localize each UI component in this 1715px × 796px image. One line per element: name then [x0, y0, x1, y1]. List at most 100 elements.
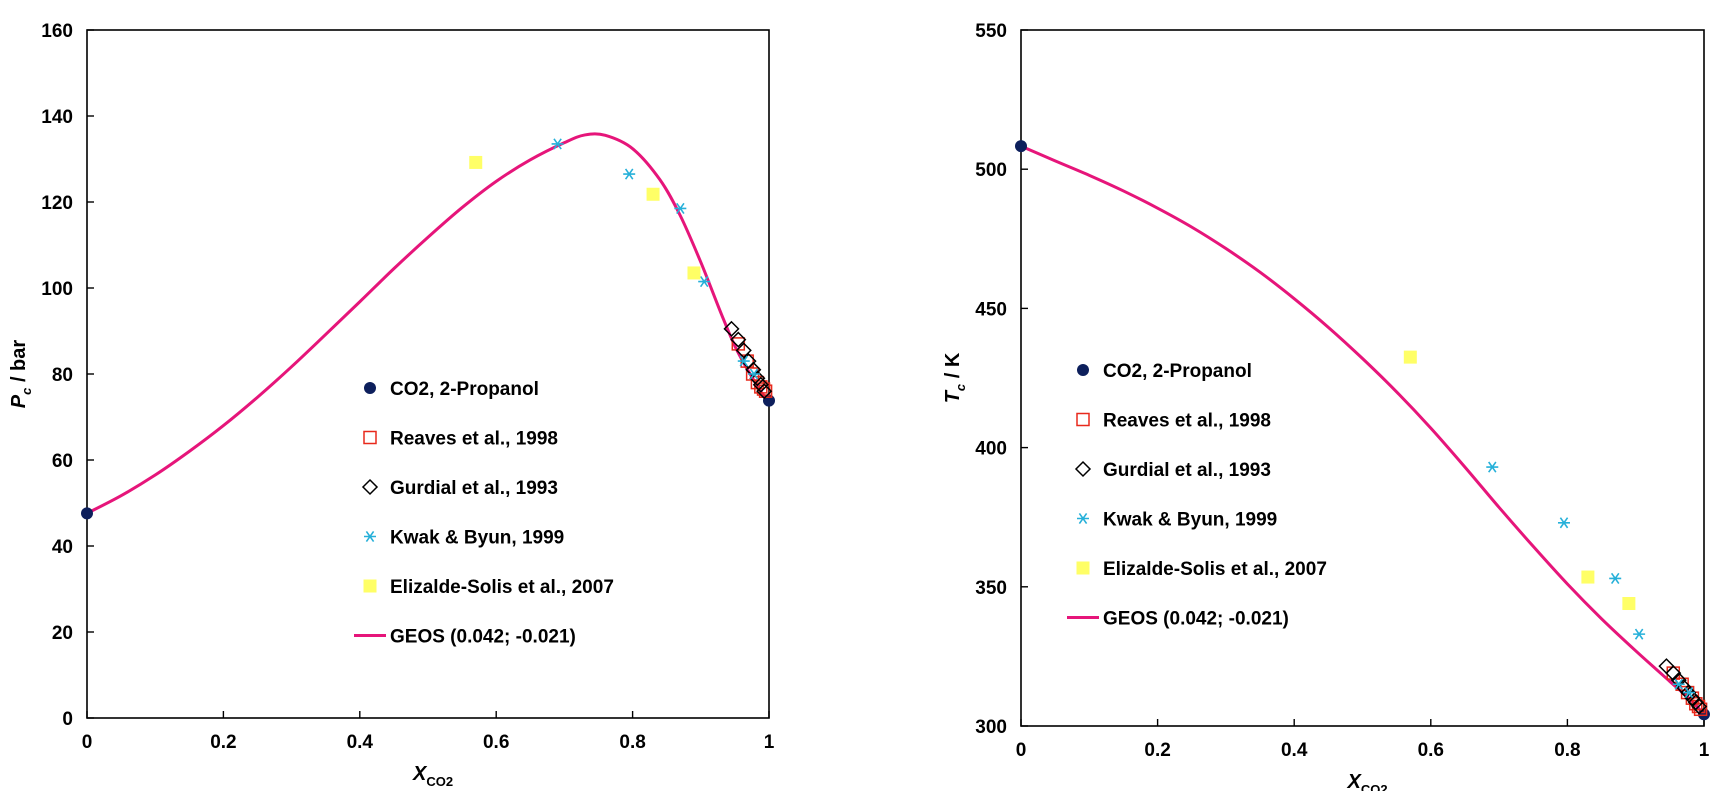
x-tick-label: 0.8 [1554, 740, 1580, 761]
data-point-open-diamond [723, 320, 740, 337]
legend-marker-filled-circle [364, 382, 376, 394]
x-tick-label: 0 [1016, 740, 1027, 761]
y-axis-label: Pc / bar [8, 340, 34, 409]
legend-marker-open-diamond [361, 478, 379, 496]
legend-marker-filled-circle [1077, 364, 1089, 376]
series-filled-square [469, 155, 701, 280]
x-tick-label: 0.6 [483, 732, 509, 753]
data-point-open-diamond [745, 361, 762, 378]
legend-label: Reaves et al., 1998 [390, 429, 558, 450]
data-point-open-diamond [756, 383, 773, 400]
y-axis-label-unit: / K [942, 352, 964, 384]
y-tick-label: 80 [52, 365, 73, 386]
x-axis-label-subscript: CO2 [1361, 782, 1388, 791]
series-open-diamond [1658, 658, 1708, 715]
legend-label: GEOS (0.042; -0.021) [390, 627, 576, 648]
data-point-filled-square [687, 266, 701, 280]
y-axis-label-subscript: c [953, 383, 968, 391]
y-axis-label-main: T [942, 389, 964, 403]
x-tick-label: 0.4 [1281, 740, 1308, 761]
data-point-asterisk [698, 275, 711, 288]
y-tick-label: 100 [41, 279, 73, 300]
data-point-filled-square [1581, 570, 1595, 584]
series-filled-square [1403, 350, 1636, 611]
data-point-open-square [1666, 666, 1681, 680]
y-tick-label: 120 [41, 193, 73, 214]
legend: CO2, 2-Propanol Reaves et al., 1998 Gurdia… [1067, 361, 1327, 630]
y-tick-label: 350 [975, 578, 1007, 599]
y-axis-label: Tc / K [942, 352, 968, 403]
legend-marker-open-square [1076, 412, 1090, 427]
data-point-open-diamond [1691, 698, 1708, 715]
data-point-filled-square [646, 187, 660, 201]
data-point-open-diamond [1665, 665, 1682, 682]
series-asterisk [551, 138, 760, 380]
plot-frame [1020, 29, 1705, 727]
data-point-asterisk [1633, 628, 1646, 640]
legend-marker-asterisk [1077, 512, 1089, 525]
series-line-geos [86, 132, 771, 515]
data-point-open-diamond [1680, 684, 1697, 701]
y-axis-label-main: P [8, 394, 30, 408]
y-tick-label: 450 [975, 299, 1007, 320]
legend-label: Reaves et al., 1998 [1103, 411, 1271, 432]
data-point-asterisk [1672, 678, 1685, 690]
legend-marker-filled-square [1076, 561, 1090, 575]
legend-label: Kwak & Byun, 1999 [390, 528, 564, 549]
x-axis-label-subscript: CO2 [426, 774, 453, 789]
legend-label: Kwak & Byun, 1999 [1103, 510, 1277, 531]
legend: CO2, 2-Propanol Reaves et al., 1998 Gurdia… [354, 379, 614, 648]
x-tick-label: 0.2 [210, 732, 236, 753]
x-axis-label: XCO2 [412, 763, 453, 789]
data-point-filled-circle [81, 507, 93, 520]
y-tick-label: 20 [52, 623, 73, 644]
y-tick-label: 550 [975, 21, 1007, 42]
plot-frame [86, 29, 770, 719]
data-point-asterisk [1557, 517, 1570, 529]
y-tick-label: 300 [975, 717, 1007, 738]
legend-label: GEOS (0.042; -0.021) [1103, 609, 1289, 630]
series-open-diamond [723, 320, 773, 400]
y-axis-label-subscript: c [19, 387, 34, 395]
x-tick-label: 1 [764, 732, 775, 753]
x-tick-label: 1 [1699, 740, 1710, 761]
x-tick-label: 0.2 [1144, 740, 1170, 761]
x-tick-label: 0.8 [619, 732, 645, 753]
data-point-asterisk [551, 138, 564, 150]
data-point-open-diamond [730, 331, 747, 348]
y-tick-label: 500 [975, 160, 1007, 181]
x-tick-label: 0 [82, 732, 93, 753]
series-filled-circle [81, 394, 775, 520]
legend-label: Gurdial et al., 1993 [1103, 460, 1271, 481]
x-axis-label-main: X [412, 763, 428, 785]
data-point-asterisk [737, 355, 750, 367]
series-asterisk [1486, 461, 1695, 699]
y-tick-label: 60 [52, 451, 73, 472]
data-point-open-diamond [752, 376, 769, 393]
legend-label: Elizalde-Solis et al., 2007 [1103, 559, 1327, 580]
x-axis-label: XCO2 [1347, 771, 1388, 791]
data-point-open-diamond [1658, 658, 1675, 675]
legend-label: Gurdial et al., 1993 [390, 478, 558, 499]
series-line-geos [1020, 144, 1706, 716]
y-tick-label: 0 [62, 709, 73, 730]
y-tick-label: 400 [975, 439, 1007, 460]
x-tick-label: 0.6 [1418, 740, 1444, 761]
data-point-asterisk [623, 168, 636, 180]
chart-1: 0 0.2 0.4 0.6 0.8 1 0 20 40 60 80 100 120 140 160 XCO2 P… [8, 21, 775, 789]
data-point-open-diamond [735, 342, 752, 359]
data-point-asterisk [1609, 572, 1622, 585]
legend-marker-open-diamond [1074, 460, 1092, 478]
data-point-filled-square [1403, 350, 1417, 364]
legend-label: Elizalde-Solis et al., 2007 [390, 577, 614, 598]
legend-marker-filled-square [363, 579, 377, 593]
y-tick-label: 40 [52, 537, 73, 558]
y-axis-label-unit: / bar [8, 340, 30, 388]
data-point-open-diamond [1670, 672, 1687, 689]
data-point-filled-square [1622, 597, 1636, 611]
legend-label: CO2, 2-Propanol [1103, 361, 1252, 382]
data-point-filled-circle [1015, 140, 1027, 153]
y-tick-label: 140 [41, 107, 73, 128]
